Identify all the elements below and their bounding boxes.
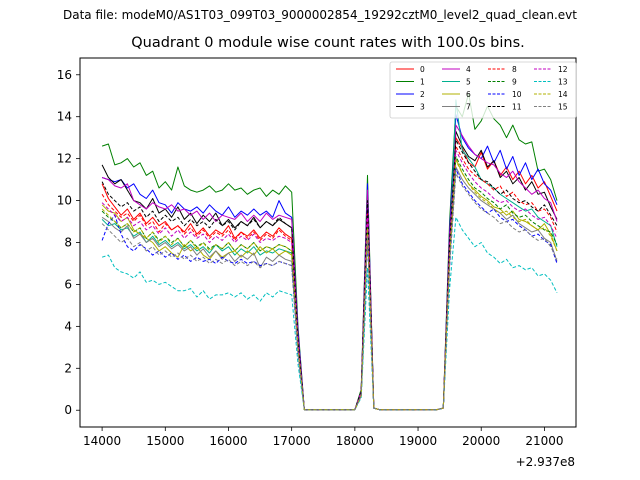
series-line-6 xyxy=(101,158,558,411)
series-line-11 xyxy=(101,139,558,411)
series-line-5 xyxy=(101,99,558,411)
x-tick-label: 21000 xyxy=(525,434,563,448)
series-line-0 xyxy=(101,137,558,411)
y-tick-label: 8 xyxy=(64,236,72,250)
series-line-8 xyxy=(101,145,558,411)
legend-label-13: 13 xyxy=(558,78,568,87)
legend-label-15: 15 xyxy=(558,103,568,112)
y-tick-label: 4 xyxy=(64,319,72,333)
x-tick-label: 17000 xyxy=(273,434,311,448)
series-line-15 xyxy=(101,172,558,411)
legend-label-14: 14 xyxy=(558,90,568,99)
legend-label-9: 9 xyxy=(512,78,517,87)
series-line-2 xyxy=(101,114,558,411)
y-tick-label: 16 xyxy=(57,68,72,82)
y-tick-label: 2 xyxy=(64,361,72,375)
y-tick-label: 10 xyxy=(57,194,72,208)
legend-label-11: 11 xyxy=(512,103,522,112)
series-line-13 xyxy=(101,216,558,411)
legend-label-2: 2 xyxy=(420,90,425,99)
series-line-9 xyxy=(101,156,558,411)
legend-label-5: 5 xyxy=(466,78,471,87)
y-tick-label: 12 xyxy=(57,152,72,166)
y-tick-label: 6 xyxy=(64,277,72,291)
x-tick-label: 20000 xyxy=(462,434,500,448)
chart-title: Quadrant 0 module wise count rates with … xyxy=(131,35,525,51)
legend-label-3: 3 xyxy=(420,103,425,112)
legend-label-7: 7 xyxy=(466,103,471,112)
legend-label-1: 1 xyxy=(420,78,425,87)
x-tick-label: 14000 xyxy=(83,434,121,448)
x-tick-label: 19000 xyxy=(399,434,437,448)
legend-label-10: 10 xyxy=(512,90,522,99)
x-offset-label: +2.937e8 xyxy=(516,455,575,469)
series-line-3 xyxy=(101,130,558,411)
legend-label-0: 0 xyxy=(420,65,425,74)
y-tick-label: 0 xyxy=(64,403,72,417)
y-tick-label: 14 xyxy=(57,110,72,124)
x-tick-label: 16000 xyxy=(209,434,247,448)
legend-label-12: 12 xyxy=(558,65,568,74)
figure-suptitle: Data file: modeM0/AS1T03_099T03_90000028… xyxy=(63,8,577,22)
x-tick-label: 15000 xyxy=(146,434,184,448)
legend-label-4: 4 xyxy=(466,65,471,74)
legend-box xyxy=(389,61,577,119)
legend-label-6: 6 xyxy=(466,90,471,99)
x-tick-label: 18000 xyxy=(336,434,374,448)
legend-label-8: 8 xyxy=(512,65,517,74)
